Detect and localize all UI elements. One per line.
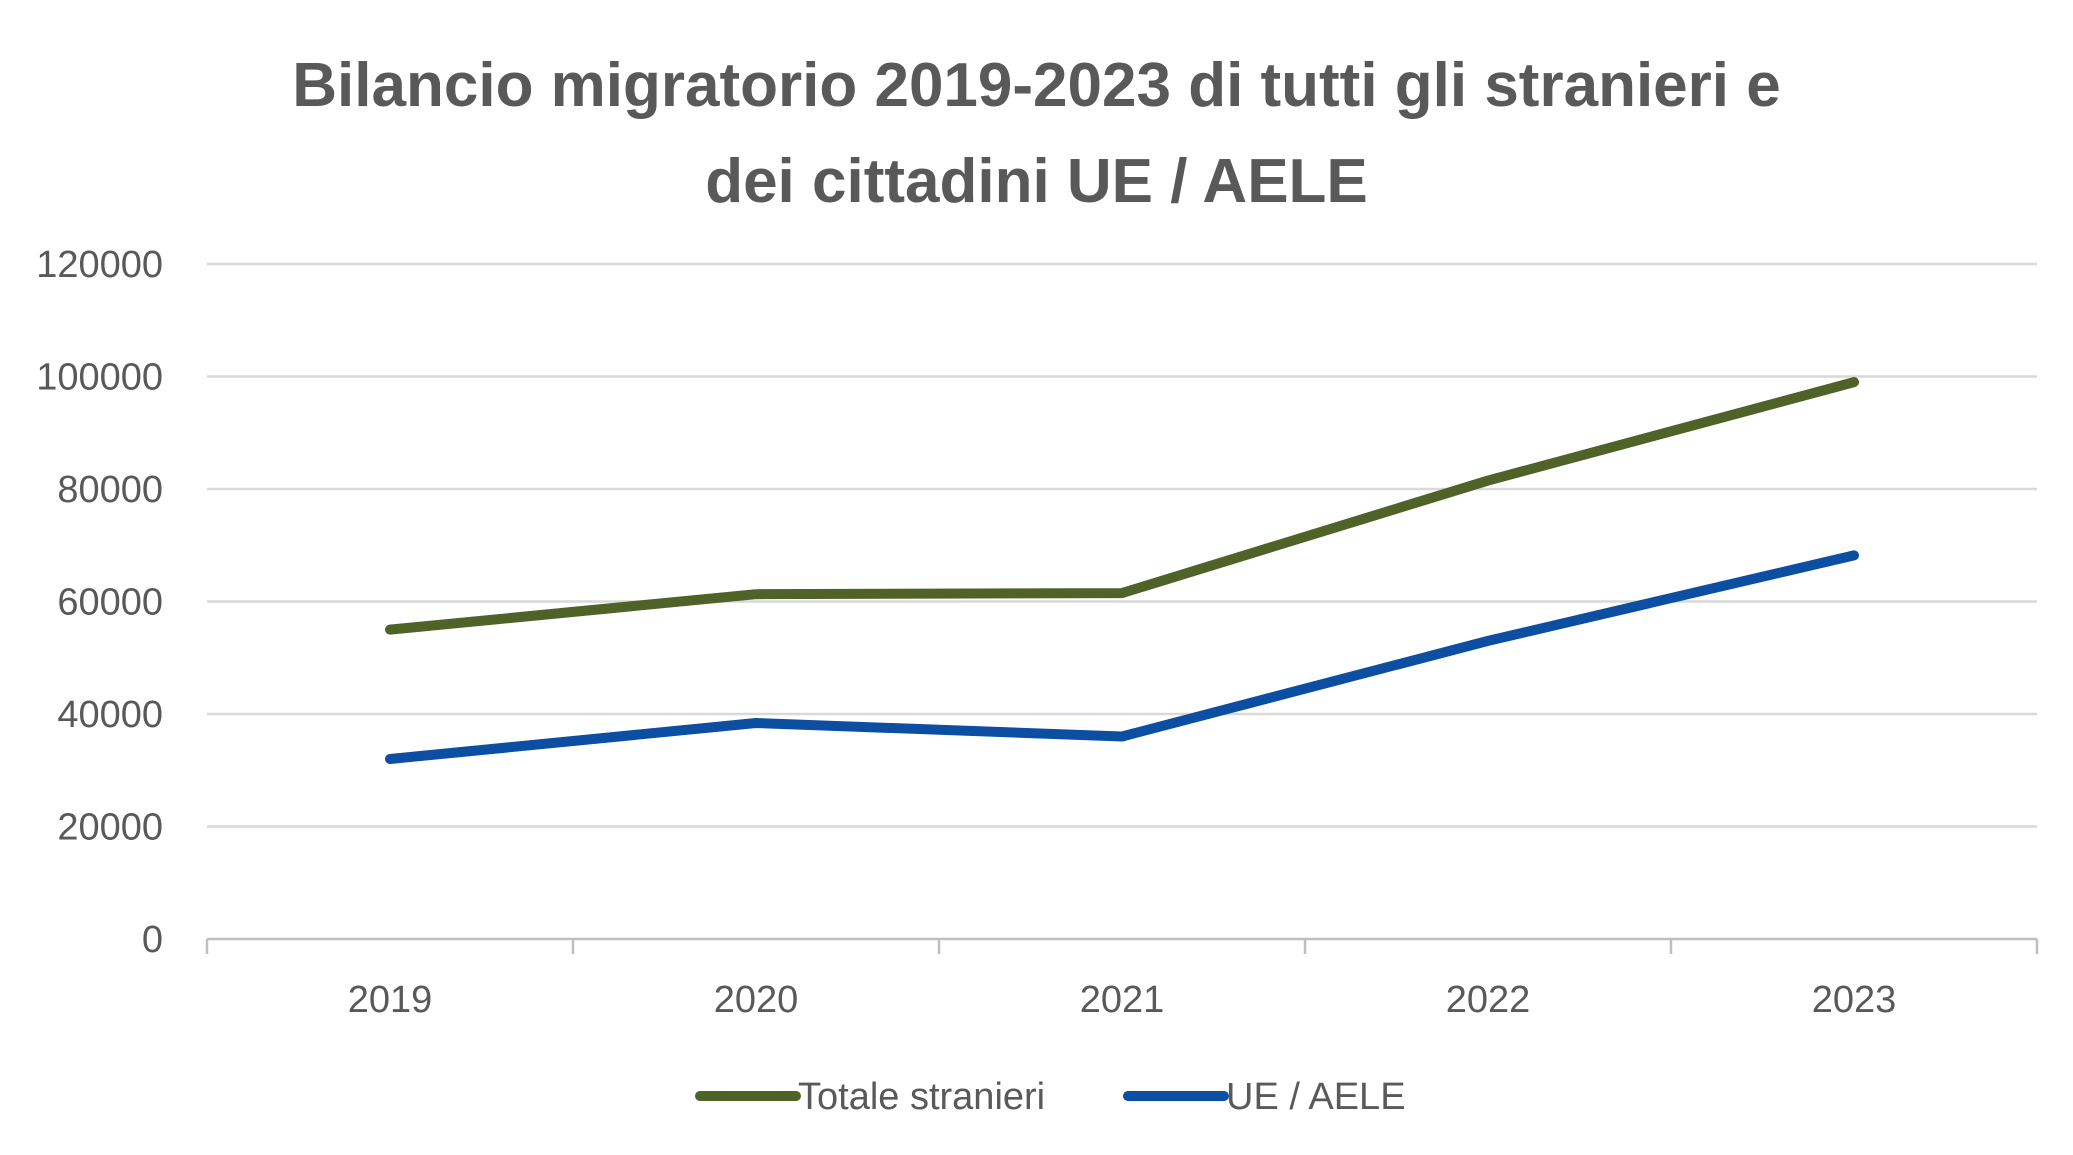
- series-line-1: [385, 550, 1859, 764]
- y-tick-label-120000: 120000: [36, 244, 163, 286]
- x-tick-label-2020: 2020: [714, 979, 799, 1021]
- y-tick-label-0: 0: [142, 919, 163, 961]
- chart-title: Bilancio migratorio 2019-2023 di tutti g…: [0, 38, 2073, 230]
- y-tick-label-20000: 20000: [57, 807, 163, 849]
- x-tick-label-2023: 2023: [1812, 979, 1897, 1021]
- y-tick-label-100000: 100000: [36, 357, 163, 399]
- x-tick-label-2019: 2019: [348, 979, 433, 1021]
- y-tick-label-80000: 80000: [57, 469, 163, 511]
- chart-title-line-1: Bilancio migratorio 2019-2023 di tutti g…: [292, 51, 1781, 120]
- legend-label-1: UE / AELE: [1226, 1076, 1406, 1118]
- chart-title-line-2: dei cittadini UE / AELE: [705, 147, 1368, 216]
- legend-label-0: Totale stranieri: [798, 1076, 1045, 1118]
- x-tick-label-2022: 2022: [1446, 979, 1531, 1021]
- y-tick-label-40000: 40000: [57, 694, 163, 736]
- y-tick-label-60000: 60000: [57, 582, 163, 624]
- series-line-0: [385, 377, 1859, 635]
- x-tick-label-2021: 2021: [1080, 979, 1165, 1021]
